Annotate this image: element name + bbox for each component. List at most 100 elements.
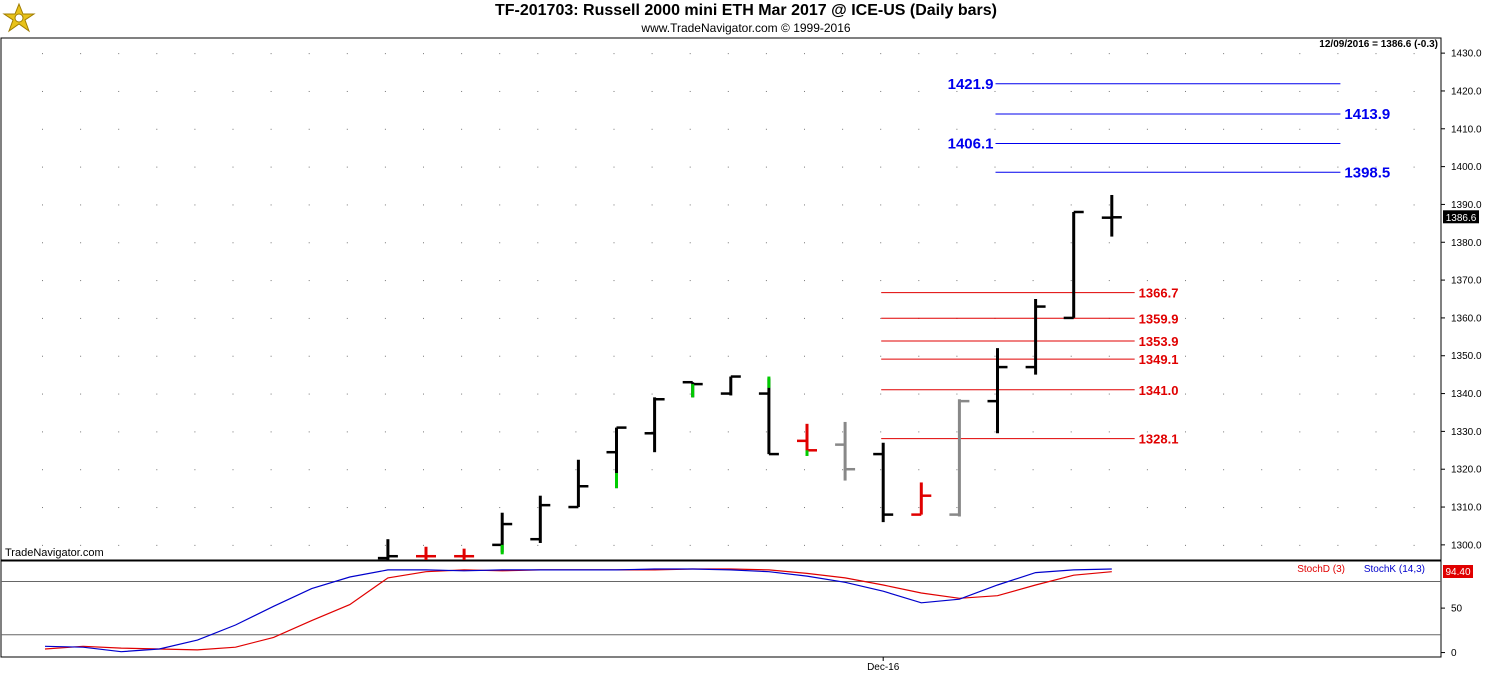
- grid-dot: [651, 242, 653, 244]
- grid-dot: [346, 317, 348, 319]
- grid-dot: [1032, 53, 1034, 55]
- grid-dot: [384, 544, 386, 546]
- grid-dot: [346, 53, 348, 55]
- grid-dot: [1185, 204, 1186, 206]
- grid-dot: [880, 280, 882, 282]
- grid-dot: [842, 469, 844, 471]
- grid-dot: [156, 317, 158, 319]
- grid-dot: [956, 469, 958, 471]
- grid-dot: [1146, 53, 1148, 55]
- grid-dot: [270, 128, 272, 130]
- grid-dot: [42, 393, 43, 395]
- last-price-tag: 1386.6: [1443, 210, 1479, 224]
- grid-dot: [499, 242, 501, 244]
- grid-dot: [461, 507, 463, 509]
- ohlc-bars: [377, 194, 1122, 560]
- grid-dot: [1185, 507, 1186, 509]
- grid-dot: [346, 242, 348, 244]
- grid-dot: [537, 53, 539, 55]
- grid-dot: [1375, 53, 1377, 55]
- grid-dot: [1413, 317, 1415, 319]
- grid-dot: [194, 393, 196, 395]
- grid-dot: [804, 128, 805, 130]
- grid-dot: [880, 544, 882, 546]
- grid-dot: [956, 90, 958, 92]
- grid-dot: [880, 53, 882, 55]
- grid-dot: [1299, 128, 1301, 130]
- grid-dot: [423, 393, 424, 395]
- grid-dot: [1375, 544, 1377, 546]
- grid-dot: [308, 393, 310, 395]
- grid-dot: [308, 355, 310, 357]
- price-tick-label: 1360.0: [1451, 313, 1482, 324]
- grid-dot: [1032, 280, 1034, 282]
- grid-dot: [613, 166, 615, 168]
- grid-dot: [1146, 431, 1148, 433]
- grid-dot: [1108, 280, 1110, 282]
- oscillator-tick-label: 50: [1451, 604, 1463, 615]
- grid-dot: [651, 280, 653, 282]
- price-levels: 1421.9 1413.9 1406.1 1398.5 1366.7 1359.9 1353…: [881, 76, 1390, 447]
- grid-dot: [1261, 280, 1263, 282]
- grid-dot: [613, 242, 615, 244]
- grid-dot: [651, 204, 653, 206]
- level-label: 1349.1: [1139, 352, 1179, 367]
- grid-dot: [956, 166, 958, 168]
- grid-dot: [613, 53, 615, 55]
- grid-dot: [1337, 280, 1339, 282]
- grid-dot: [42, 317, 43, 319]
- level-label: 1413.9: [1344, 106, 1390, 123]
- stochd-legend: StochD (3): [1297, 564, 1345, 575]
- grid-dot: [156, 128, 158, 130]
- grid-dot: [1223, 317, 1225, 319]
- grid-dot: [1032, 431, 1034, 433]
- level-label: 1398.5: [1344, 164, 1390, 181]
- grid-dot: [1337, 242, 1339, 244]
- grid-dot: [689, 317, 691, 319]
- grid-dot: [118, 280, 120, 282]
- grid-dot: [1337, 53, 1339, 55]
- grid-dot: [232, 128, 234, 130]
- grid-dot: [118, 431, 120, 433]
- grid-dot: [1337, 544, 1339, 546]
- grid-dot: [613, 280, 615, 282]
- grid-dot: [118, 204, 120, 206]
- grid-dot: [956, 355, 958, 357]
- grid-dot: [423, 280, 424, 282]
- grid-dot: [880, 128, 882, 130]
- grid-dot: [1337, 128, 1339, 130]
- grid-dot: [765, 166, 767, 168]
- grid-dot: [1108, 355, 1110, 357]
- grid-dot: [880, 469, 882, 471]
- grid-dot: [918, 469, 920, 471]
- grid-dot: [956, 393, 958, 395]
- grid-dot: [156, 355, 158, 357]
- grid-dot: [842, 128, 844, 130]
- grid-dot: [1375, 90, 1377, 92]
- grid-dot: [1185, 90, 1186, 92]
- grid-dot: [918, 507, 920, 509]
- grid-dot: [1223, 204, 1225, 206]
- grid-dot: [1146, 280, 1148, 282]
- grid-dot: [1070, 53, 1072, 55]
- grid-dot: [880, 507, 882, 509]
- grid-dot: [613, 469, 615, 471]
- grid-dot: [575, 53, 577, 55]
- grid-dot: [194, 90, 196, 92]
- grid-dot: [80, 204, 82, 206]
- grid-dot: [42, 166, 43, 168]
- grid-dot: [689, 469, 691, 471]
- grid-dot: [461, 393, 463, 395]
- grid-dot: [384, 317, 386, 319]
- grid-dot: [308, 90, 310, 92]
- grid-dot: [1413, 469, 1415, 471]
- grid-dot: [461, 544, 463, 546]
- last-price-label: 1386.6: [1446, 213, 1477, 224]
- grid-dot: [1413, 204, 1415, 206]
- grid-dot: [1337, 393, 1339, 395]
- grid-dot: [689, 393, 691, 395]
- grid-dot: [956, 280, 958, 282]
- grid-dot: [1032, 469, 1034, 471]
- grid-dot: [80, 128, 82, 130]
- grid-dot: [42, 355, 43, 357]
